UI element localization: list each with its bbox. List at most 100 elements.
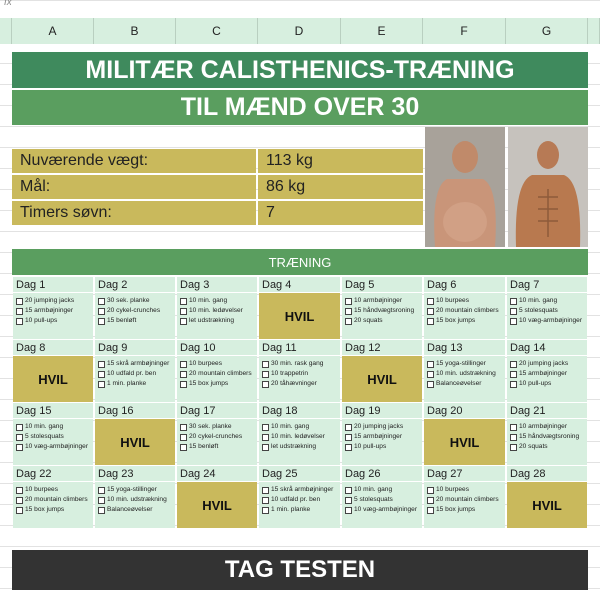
day-exercises: 20 jumping jacks 15 armbøjninger 10 pull-u… xyxy=(507,356,587,402)
exercise-item: 15 armbøjninger xyxy=(510,369,584,379)
exercise-item: 10 pull-ups xyxy=(16,316,90,326)
day-label: Dag 8 xyxy=(13,340,93,355)
rest-day: HVIL xyxy=(507,482,587,528)
day-label: Dag 20 xyxy=(424,403,505,418)
column-header: E xyxy=(341,18,423,44)
corner-cell xyxy=(0,18,12,44)
exercise-item: 15 benløft xyxy=(180,442,254,452)
day-label: Dag 2 xyxy=(95,277,175,292)
stat-label: Timers søvn: xyxy=(12,201,256,225)
day-label: Dag 14 xyxy=(507,340,587,355)
column-header-extra xyxy=(588,18,600,44)
stat-value: 7 xyxy=(258,201,423,225)
exercise-item: Balanceøvelser xyxy=(427,379,502,389)
stat-label: Nuværende vægt: xyxy=(12,149,256,173)
day-exercises: 15 skrå armbøjninger 10 udfald pr. ben 1 m… xyxy=(95,356,175,402)
exercise-item: 15 box jumps xyxy=(427,505,502,515)
day-label: Dag 27 xyxy=(424,466,505,481)
exercise-item: 10 min. gang xyxy=(180,296,254,306)
day-label: Dag 5 xyxy=(342,277,422,292)
day-exercises: 20 jumping jacks 15 armbøjninger 10 pull-u… xyxy=(13,293,93,339)
photo-before xyxy=(425,127,505,247)
exercise-item: 10 min. gang xyxy=(510,296,584,306)
exercise-item: 10 udfald pr. ben xyxy=(262,495,337,505)
day-label: Dag 22 xyxy=(13,466,93,481)
day-exercises: 15 skrå armbøjninger 10 udfald pr. ben 1 m… xyxy=(259,482,340,528)
day-label: Dag 3 xyxy=(177,277,257,292)
day-exercises: 15 yoga-stillinger 10 min. udstrækning Bal… xyxy=(424,356,505,402)
exercise-item: 15 yoga-stillinger xyxy=(427,359,502,369)
day-exercises: 10 burpees 20 mountain climbers 15 box jum… xyxy=(424,293,505,339)
exercise-item: 20 squats xyxy=(345,316,419,326)
exercise-item: 20 cykel-crunches xyxy=(98,306,172,316)
exercise-item: 10 min. ledøvelser xyxy=(180,306,254,316)
column-header: F xyxy=(423,18,506,44)
exercise-item: 10 burpees xyxy=(180,359,254,369)
exercise-item: 10 armbøjninger xyxy=(345,296,419,306)
day-label: Dag 18 xyxy=(259,403,340,418)
day-label: Dag 28 xyxy=(507,466,587,481)
exercise-item: 30 sek. planke xyxy=(98,296,172,306)
day-label: Dag 4 xyxy=(259,277,340,292)
day-exercises: 20 jumping jacks 15 armbøjninger 10 pull-u… xyxy=(342,419,422,465)
section-header: TRÆNING xyxy=(12,249,588,275)
column-header: D xyxy=(258,18,341,44)
exercise-item: 30 sek. planke xyxy=(180,422,254,432)
column-header: C xyxy=(176,18,258,44)
exercise-item: 10 pull-ups xyxy=(345,442,419,452)
exercise-item: 30 min. rask gang xyxy=(262,359,337,369)
exercise-item: 1 min. planke xyxy=(262,505,337,515)
exercise-item: 15 håndvægtsroning xyxy=(345,306,419,316)
exercise-item: 20 jumping jacks xyxy=(345,422,419,432)
exercise-item: 15 benløft xyxy=(98,316,172,326)
day-label: Dag 24 xyxy=(177,466,257,481)
day-label: Dag 13 xyxy=(424,340,505,355)
rest-day: HVIL xyxy=(177,482,257,528)
rest-day: HVIL xyxy=(95,419,175,465)
exercise-item: 10 min. gang xyxy=(16,422,90,432)
day-label: Dag 25 xyxy=(259,466,340,481)
day-label: Dag 19 xyxy=(342,403,422,418)
formula-bar: fx xyxy=(4,0,12,8)
day-exercises: 30 sek. planke 20 cykel-crunches 15 benløf… xyxy=(177,419,257,465)
day-exercises: 15 yoga-stillinger 10 min. udstrækning Bal… xyxy=(95,482,175,528)
exercise-item: 15 armbøjninger xyxy=(16,306,90,316)
column-header: G xyxy=(506,18,588,44)
column-header: B xyxy=(94,18,176,44)
exercise-item: 15 box jumps xyxy=(16,505,90,515)
day-label: Dag 6 xyxy=(424,277,505,292)
exercise-item: let udstrækning xyxy=(262,442,337,452)
exercise-item: 1 min. planke xyxy=(98,379,172,389)
day-label: Dag 11 xyxy=(259,340,340,355)
day-exercises: 10 min. gang 5 stolesquats 10 væg-armbøjni… xyxy=(13,419,93,465)
exercise-item: 5 stolesquats xyxy=(510,306,584,316)
exercise-item: 15 armbøjninger xyxy=(345,432,419,442)
rest-day: HVIL xyxy=(259,293,340,339)
day-label: Dag 17 xyxy=(177,403,257,418)
exercise-item: 10 min. gang xyxy=(345,485,419,495)
day-label: Dag 9 xyxy=(95,340,175,355)
exercise-item: 15 håndvægtsroning xyxy=(510,432,584,442)
test-button[interactable]: TAG TESTEN xyxy=(12,550,588,590)
exercise-item: 20 mountain climbers xyxy=(16,495,90,505)
exercise-item: 10 burpees xyxy=(16,485,90,495)
exercise-item: 20 cykel-crunches xyxy=(180,432,254,442)
column-header: A xyxy=(12,18,94,44)
day-label: Dag 15 xyxy=(13,403,93,418)
exercise-item: let udstrækning xyxy=(180,316,254,326)
exercise-item: 15 skrå armbøjninger xyxy=(262,485,337,495)
exercise-item: Balanceøvelser xyxy=(98,505,172,515)
day-exercises: 10 burpees 20 mountain climbers 15 box jum… xyxy=(177,356,257,402)
photo-after xyxy=(508,127,588,247)
exercise-item: 10 min. udstrækning xyxy=(98,495,172,505)
exercise-item: 10 min. ledøvelser xyxy=(262,432,337,442)
exercise-item: 10 udfald pr. ben xyxy=(98,369,172,379)
day-exercises: 10 min. gang 5 stolesquats 10 væg-armbøjni… xyxy=(342,482,422,528)
exercise-item: 10 min. gang xyxy=(262,422,337,432)
exercise-item: 5 stolesquats xyxy=(345,495,419,505)
day-exercises: 10 armbøjninger 15 håndvægtsroning 20 squa… xyxy=(507,419,587,465)
day-label: Dag 10 xyxy=(177,340,257,355)
exercise-item: 10 væg-armbøjninger xyxy=(345,505,419,515)
exercise-item: 20 tåhævninger xyxy=(262,379,337,389)
stat-value: 86 kg xyxy=(258,175,423,199)
